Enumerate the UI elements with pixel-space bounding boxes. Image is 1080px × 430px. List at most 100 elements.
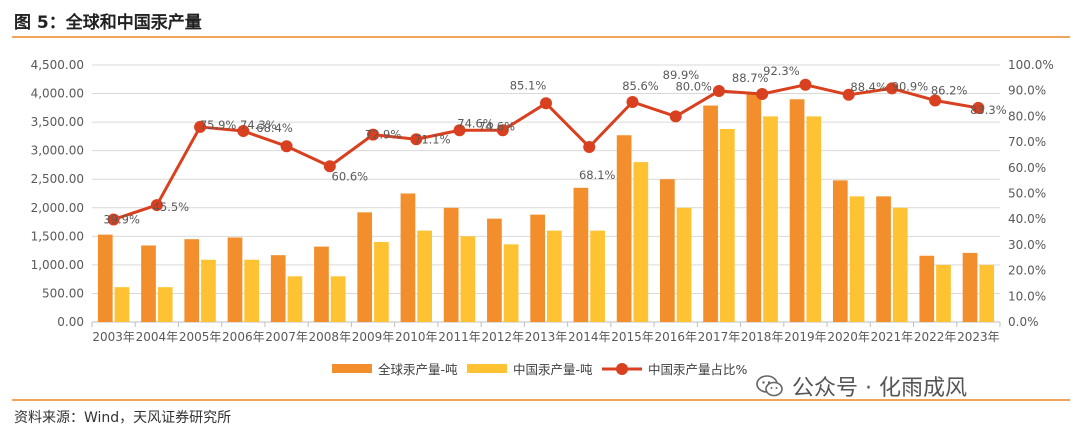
- x-tick-label: 2006年: [222, 330, 265, 344]
- y-right-tick-label: 50.0%: [1008, 187, 1046, 201]
- wechat-icon: [756, 375, 783, 397]
- x-tick-label: 2019年: [784, 330, 827, 344]
- ratio-data-label: 60.6%: [332, 169, 369, 183]
- bar-global: [357, 212, 373, 322]
- bar-china: [114, 287, 130, 322]
- bar-global: [573, 187, 589, 322]
- x-tick-label: 2022年: [914, 330, 957, 344]
- ratio-data-label: 86.2%: [931, 83, 968, 97]
- bar-china: [590, 230, 605, 322]
- ratio-point: [626, 96, 639, 109]
- ratio-point: [237, 125, 250, 138]
- bar-china: [719, 128, 735, 322]
- y-right-tick-label: 80.0%: [1008, 109, 1046, 123]
- ratio-data-label: 88.4%: [850, 80, 887, 94]
- ratio-point: [453, 124, 466, 137]
- bar-china: [460, 236, 476, 322]
- y-left-tick-label: 500.00: [42, 286, 84, 300]
- x-tick-label: 2020年: [827, 330, 870, 344]
- bar-global: [660, 179, 675, 322]
- x-tick-label: 2011年: [438, 330, 481, 344]
- bar-china: [547, 230, 562, 322]
- x-tick-label: 2017年: [698, 330, 741, 344]
- ratio-point: [540, 97, 552, 110]
- y-right-tick-label: 90.0%: [1008, 84, 1046, 98]
- bar-global: [141, 245, 156, 322]
- ratio-point: [972, 101, 985, 114]
- y-left-tick-label: 4,500.00: [31, 58, 84, 72]
- bar-global: [184, 239, 200, 322]
- ratio-data-label: 68.4%: [256, 121, 293, 135]
- y-left-tick-label: 1,500.00: [31, 229, 84, 243]
- y-right-tick-label: 20.0%: [1008, 264, 1046, 278]
- bar-china: [806, 116, 822, 323]
- figure-title: 图 5：全球和中国汞产量: [14, 13, 202, 33]
- ratio-point: [885, 82, 898, 95]
- bar-global: [962, 252, 978, 322]
- watermark-text: 公众号 · 化雨成风: [792, 376, 967, 401]
- ratio-data-label: 85.1%: [510, 78, 547, 92]
- legend-label: 中国汞产量占比%: [648, 362, 748, 377]
- y-left-tick-label: 2,000.00: [31, 201, 84, 215]
- watermark: 公众号 · 化雨成风: [756, 370, 967, 402]
- bar-global: [487, 218, 502, 322]
- x-tick-label: 2015年: [611, 330, 654, 344]
- legend: 全球汞产量-吨 中国汞产量-吨 中国汞产量占比%: [332, 362, 748, 377]
- bar-global: [746, 93, 762, 322]
- legend-swatch: [332, 364, 372, 373]
- ratio-line-series: [107, 78, 985, 226]
- x-tick-label: 2013年: [525, 330, 568, 344]
- ratio-point: [367, 128, 380, 141]
- bar-china: [330, 276, 346, 322]
- ratio-point: [583, 140, 596, 153]
- y-right-tick-label: 40.0%: [1008, 212, 1046, 226]
- bar-china: [763, 116, 778, 323]
- y-left-tick-label: 0.00: [57, 315, 84, 329]
- y-right-tick-label: 10.0%: [1008, 289, 1046, 303]
- bar-china: [936, 264, 951, 322]
- bar-global: [530, 214, 545, 322]
- bar-global: [97, 234, 113, 322]
- ratio-point: [194, 120, 207, 133]
- bar-global: [876, 196, 891, 322]
- ratio-point: [323, 160, 336, 173]
- ratio-data-label: 89.9%: [663, 68, 700, 82]
- bar-global: [227, 237, 243, 322]
- bar-global: [789, 99, 805, 323]
- y-right-tick-label: 0.0%: [1008, 315, 1039, 329]
- ratio-data-label: 39.9%: [103, 212, 140, 226]
- x-tick-label: 2016年: [654, 330, 697, 344]
- x-tick-label: 2014年: [568, 330, 611, 344]
- source-note: 资料来源：Wind，天风证券研究所: [14, 410, 232, 426]
- axes: 0.00 500.00 1,000.00 1,500.00 2,000.00 2,500.…: [31, 58, 1054, 344]
- x-tick-label: 2012年: [481, 330, 524, 344]
- ratio-point: [496, 124, 509, 137]
- y-right-tick-label: 30.0%: [1008, 238, 1046, 252]
- bar-china: [633, 162, 649, 322]
- bar-china: [417, 230, 432, 322]
- y-right-tick-label: 60.0%: [1008, 161, 1046, 175]
- bar-global: [400, 193, 416, 322]
- bar-china: [892, 207, 908, 322]
- bar-china: [201, 259, 216, 322]
- y-left-tick-label: 4,000.00: [31, 87, 84, 101]
- ratio-point: [756, 88, 769, 101]
- bar-china: [979, 264, 995, 322]
- bar-global: [270, 255, 286, 322]
- ratio-point: [842, 88, 855, 101]
- ratio-data-label: 72.9%: [365, 128, 402, 142]
- bar-china: [157, 287, 173, 322]
- ratio-data-label: 74.6%: [478, 119, 515, 133]
- x-tick-label: 2004年: [136, 330, 179, 344]
- legend-swatch: [467, 364, 507, 373]
- ratio-data-label: 90.9%: [892, 79, 929, 93]
- ratio-data-label: 74.3%: [240, 118, 277, 132]
- ratio-point: [669, 110, 682, 123]
- bar-line-chart: 39.9% 45.5% 75.9% 74.3%68.4% 60.6% 72.9% 71.1%…: [31, 58, 1054, 377]
- ratio-data-label: 80.0%: [675, 79, 712, 93]
- bar-china: [503, 244, 519, 322]
- x-tick-label: 2021年: [871, 330, 914, 344]
- y-right-tick-label: 100.0%: [1008, 58, 1054, 72]
- ratio-data-label: 88.7%: [732, 71, 769, 85]
- x-tick-label: 2007年: [265, 330, 308, 344]
